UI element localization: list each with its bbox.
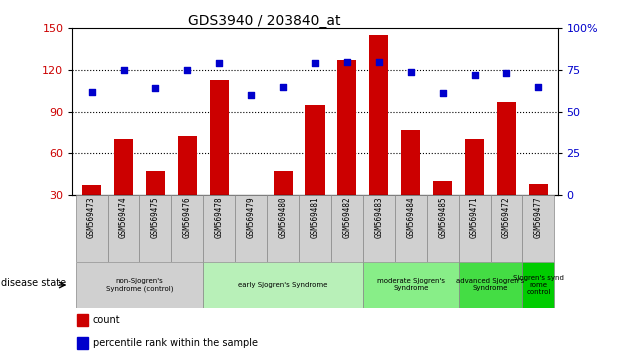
- Point: [438, 90, 448, 96]
- Text: advanced Sjogren's
Syndrome: advanced Sjogren's Syndrome: [456, 279, 525, 291]
- Text: GSM569483: GSM569483: [374, 197, 383, 238]
- Text: moderate Sjogren's
Syndrome: moderate Sjogren's Syndrome: [377, 279, 445, 291]
- Bar: [331, 195, 363, 262]
- Bar: [77, 314, 88, 326]
- Text: GSM569478: GSM569478: [215, 197, 224, 238]
- Bar: [241, 196, 261, 236]
- Bar: [267, 195, 299, 262]
- Point: [278, 84, 288, 89]
- Bar: [76, 195, 108, 262]
- Bar: [522, 262, 554, 308]
- Bar: [401, 130, 420, 236]
- Bar: [459, 262, 522, 308]
- Bar: [363, 195, 395, 262]
- Bar: [146, 171, 165, 236]
- Bar: [529, 184, 548, 236]
- Point: [406, 69, 416, 74]
- Point: [342, 59, 352, 64]
- Bar: [76, 262, 203, 308]
- Bar: [203, 262, 363, 308]
- Bar: [235, 195, 267, 262]
- Text: GSM569477: GSM569477: [534, 197, 543, 238]
- Text: count: count: [93, 315, 120, 325]
- Text: GSM569474: GSM569474: [119, 197, 128, 238]
- Point: [151, 85, 161, 91]
- Bar: [171, 195, 203, 262]
- Point: [310, 61, 320, 66]
- Point: [469, 72, 479, 78]
- Bar: [395, 195, 427, 262]
- Bar: [491, 195, 522, 262]
- Bar: [114, 139, 133, 236]
- Text: GSM569471: GSM569471: [470, 197, 479, 238]
- Bar: [178, 137, 197, 236]
- Bar: [82, 185, 101, 236]
- Text: GSM569480: GSM569480: [278, 197, 287, 238]
- Bar: [77, 337, 88, 349]
- Point: [118, 67, 129, 73]
- Point: [374, 59, 384, 64]
- Bar: [522, 195, 554, 262]
- Bar: [459, 195, 491, 262]
- Text: GSM569479: GSM569479: [247, 197, 256, 238]
- Point: [501, 70, 512, 76]
- Bar: [108, 195, 139, 262]
- Bar: [497, 102, 516, 236]
- Text: GSM569476: GSM569476: [183, 197, 192, 238]
- Text: early Sjogren's Syndrome: early Sjogren's Syndrome: [238, 282, 328, 288]
- Bar: [369, 35, 389, 236]
- Text: GSM569482: GSM569482: [343, 197, 352, 238]
- Text: GSM569485: GSM569485: [438, 197, 447, 238]
- Point: [86, 89, 96, 95]
- Bar: [210, 80, 229, 236]
- Text: GSM569473: GSM569473: [87, 197, 96, 238]
- Bar: [139, 195, 171, 262]
- Bar: [465, 139, 484, 236]
- Text: GSM569484: GSM569484: [406, 197, 415, 238]
- Bar: [433, 181, 452, 236]
- Point: [534, 84, 544, 89]
- Bar: [363, 262, 459, 308]
- Text: GSM569475: GSM569475: [151, 197, 160, 238]
- Text: GSM569481: GSM569481: [311, 197, 319, 238]
- Text: disease state: disease state: [1, 278, 66, 288]
- Bar: [306, 104, 324, 236]
- Point: [182, 67, 192, 73]
- Bar: [273, 171, 293, 236]
- Bar: [427, 195, 459, 262]
- Bar: [203, 195, 235, 262]
- Text: non-Sjogren's
Syndrome (control): non-Sjogren's Syndrome (control): [106, 278, 173, 292]
- Bar: [337, 60, 357, 236]
- Text: Sjogren's synd
rome
control: Sjogren's synd rome control: [513, 275, 564, 295]
- Bar: [299, 195, 331, 262]
- Point: [246, 92, 256, 98]
- Point: [214, 61, 224, 66]
- Text: percentile rank within the sample: percentile rank within the sample: [93, 338, 258, 348]
- Text: GDS3940 / 203840_at: GDS3940 / 203840_at: [188, 14, 341, 28]
- Text: GSM569472: GSM569472: [502, 197, 511, 238]
